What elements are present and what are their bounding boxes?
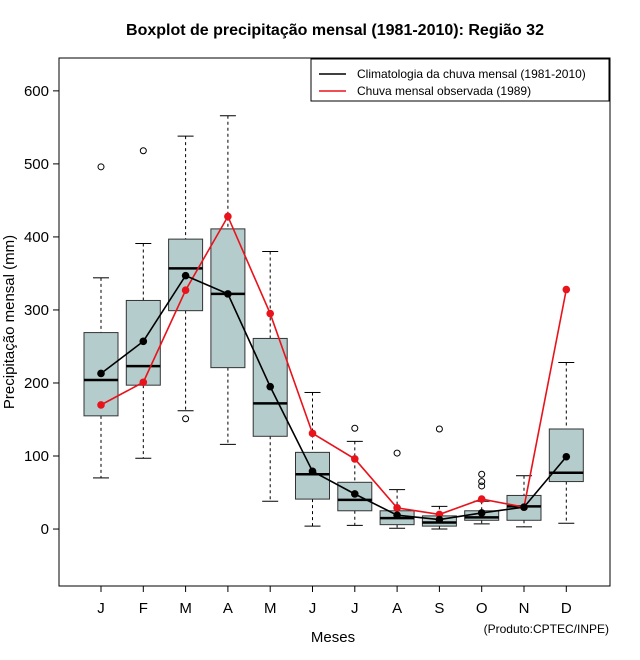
series-2-point-10 [477, 495, 486, 503]
series-2-point-1 [97, 401, 105, 409]
series-2-point-7 [351, 455, 359, 463]
x-tick-label-4: A [223, 600, 233, 617]
x-tick-label-8: A [392, 600, 402, 617]
outlier-point-month-7-1 [351, 424, 359, 432]
series-1-point-8 [393, 511, 401, 519]
y-axis-label: Precipitação mensal (mm) [1, 235, 18, 409]
outlier-point-month-1-1 [97, 163, 105, 171]
series-1-point-7 [351, 490, 359, 498]
series-2-point-2 [139, 378, 148, 387]
legend-box [310, 58, 610, 102]
outlier-point-month-3-1 [182, 415, 190, 423]
y-tick-label-300: 300 [24, 302, 49, 319]
series-1-point-1 [97, 369, 105, 378]
outlier-point-month-10-2 [478, 478, 486, 486]
series-1-point-12 [562, 452, 571, 461]
series-2-point-8 [393, 504, 401, 512]
legend-label-observed: Chuva mensal observada (1989) [357, 84, 531, 98]
box-month-6 [295, 451, 330, 500]
x-tick-label-5: M [264, 600, 277, 617]
outlier-point-month-8-1 [393, 449, 401, 457]
chart-title: Boxplot de precipitação mensal (1981-201… [126, 22, 544, 39]
x-tick-label-3: M [179, 600, 192, 617]
series-1-point-4 [224, 290, 232, 298]
series-1-point-9 [435, 515, 444, 524]
series-2-point-12 [562, 285, 571, 294]
y-tick-label-400: 400 [24, 229, 49, 246]
series-1-point-2 [139, 337, 148, 346]
y-tick-label-500: 500 [24, 156, 49, 173]
series-2-point-5 [266, 309, 275, 318]
outlier-point-month-10-1 [478, 482, 486, 490]
box-month-4 [210, 228, 246, 369]
y-axis: 0 100 200 300 400 500 600 [24, 83, 59, 538]
outlier-point-month-9-1 [435, 425, 443, 433]
series-2-point-3 [181, 286, 190, 295]
outlier-point-month-2-1 [139, 147, 147, 155]
series-1-point-11 [520, 503, 528, 511]
x-tick-label-1: J [97, 600, 105, 617]
x-tick-label-12: D [561, 600, 572, 617]
series-1-point-5 [266, 382, 275, 391]
x-tick-label-11: N [519, 600, 530, 617]
outlier-point-month-10-3 [478, 470, 486, 478]
boxplot-group [83, 115, 584, 530]
x-tick-label-2: F [139, 600, 148, 617]
series-1-point-3 [181, 271, 190, 280]
series-1-point-10 [477, 509, 486, 517]
series-2-point-6 [308, 429, 317, 438]
y-tick-label-600: 600 [24, 83, 49, 100]
legend-label-climatology: Climatologia da chuva mensal (1981-2010) [357, 67, 586, 81]
x-tick-label-7: J [351, 600, 359, 617]
y-tick-label-200: 200 [24, 375, 49, 392]
x-tick-label-10: O [476, 600, 488, 617]
series-line-2 [100, 214, 568, 516]
y-tick-label-100: 100 [24, 448, 49, 465]
y-tick-label-0: 0 [41, 521, 49, 538]
credit-text: (Produto:CPTEC/INPE) [484, 622, 609, 636]
series-2-point-4 [224, 212, 232, 221]
legend: Climatologia da chuva mensal (1981-2010)… [310, 58, 610, 102]
plot-frame [58, 57, 611, 587]
x-tick-label-9: S [434, 600, 444, 617]
series-lines-group [97, 212, 571, 524]
series-1-point-6 [308, 467, 317, 476]
x-axis-label: Meses [311, 629, 355, 646]
x-tick-label-6: J [309, 600, 317, 617]
series-line-1 [100, 274, 567, 521]
